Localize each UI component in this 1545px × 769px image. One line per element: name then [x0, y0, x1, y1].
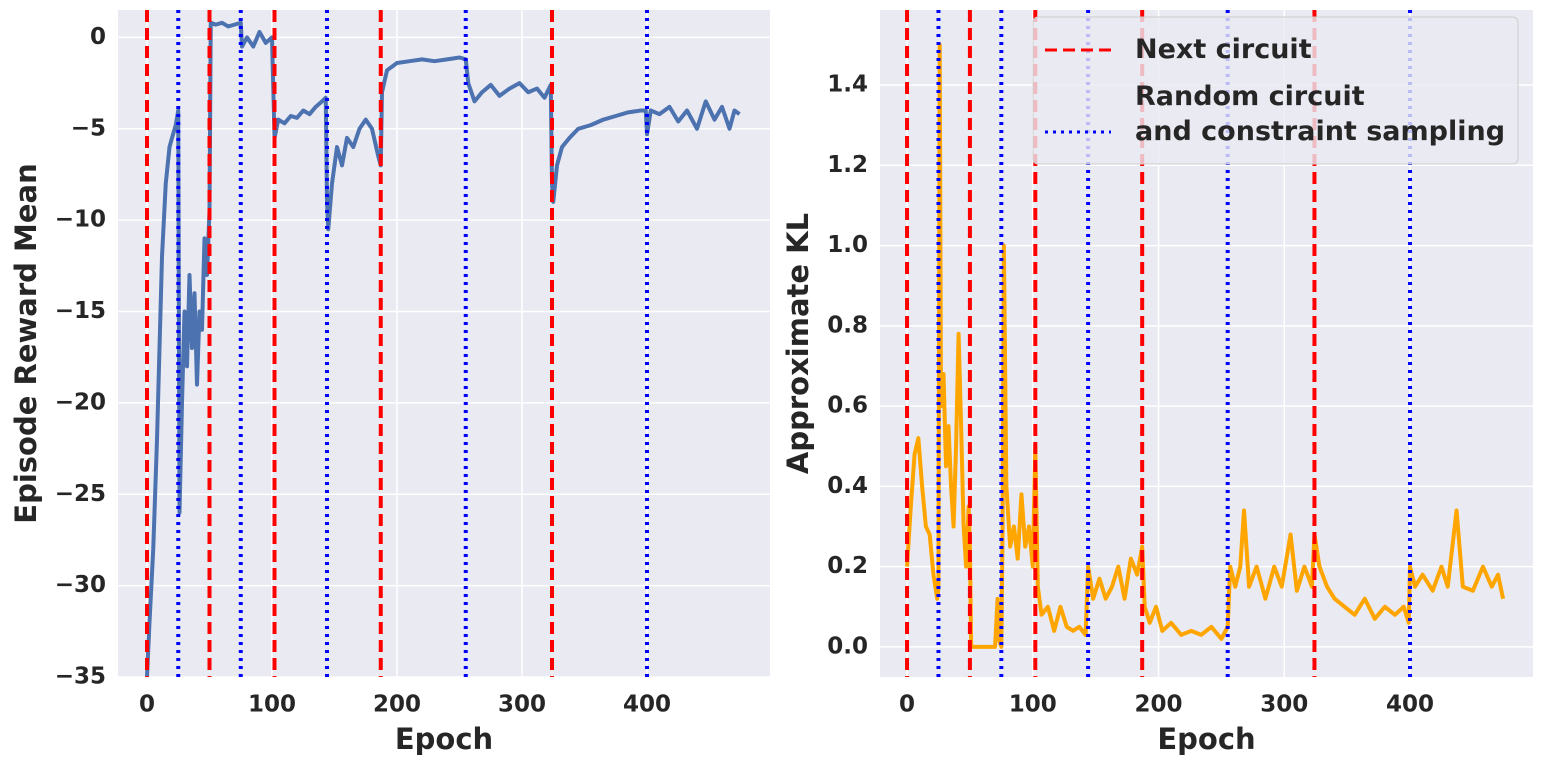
x-tick-label: 0	[139, 692, 155, 718]
y-tick-label: 0.0	[827, 633, 868, 659]
y-tick-label: −35	[55, 664, 106, 690]
legend: Next circuit Random circuit and constraint…	[1032, 16, 1519, 165]
x-tick-label: 100	[1009, 692, 1057, 718]
x-tick-label: 100	[248, 692, 296, 718]
x-tick-label: 400	[623, 692, 671, 718]
data-line	[145, 20, 741, 678]
legend-label: Random circuit and constraint sampling	[1135, 81, 1505, 147]
legend-label: Next circuit	[1135, 34, 1312, 65]
y-axis-label: Approximate KL	[781, 213, 815, 474]
y-tick-label: 0.8	[827, 312, 868, 338]
y-tick-label: 0.2	[827, 553, 868, 579]
y-tick-label: 1.2	[827, 152, 868, 178]
x-tick-label: 200	[1135, 692, 1183, 718]
y-tick-label: 1.0	[827, 232, 868, 258]
x-axis-label: Epoch	[1157, 722, 1255, 756]
x-tick-label: 400	[1386, 692, 1434, 718]
legend-box	[1032, 16, 1519, 165]
y-tick-label: −20	[55, 389, 106, 415]
y-tick-label: −15	[55, 298, 106, 324]
y-tick-label: −5	[71, 115, 106, 141]
y-tick-label: −30	[55, 572, 106, 598]
x-tick-label: 0	[899, 692, 915, 718]
x-axis-label: Epoch	[395, 722, 493, 756]
plot-area	[118, 10, 770, 677]
y-tick-label: 0.6	[827, 393, 868, 419]
x-tick-label: 300	[498, 692, 546, 718]
y-tick-label: −25	[55, 481, 106, 507]
data-line	[905, 42, 1506, 649]
x-tick-label: 200	[373, 692, 421, 718]
y-tick-label: 0	[90, 24, 106, 50]
y-tick-label: 1.4	[827, 72, 868, 98]
y-tick-label: 0.4	[827, 473, 868, 499]
y-tick-label: −10	[55, 207, 106, 233]
x-tick-label: 300	[1260, 692, 1308, 718]
y-axis-label: Episode Reward Mean	[9, 163, 43, 523]
